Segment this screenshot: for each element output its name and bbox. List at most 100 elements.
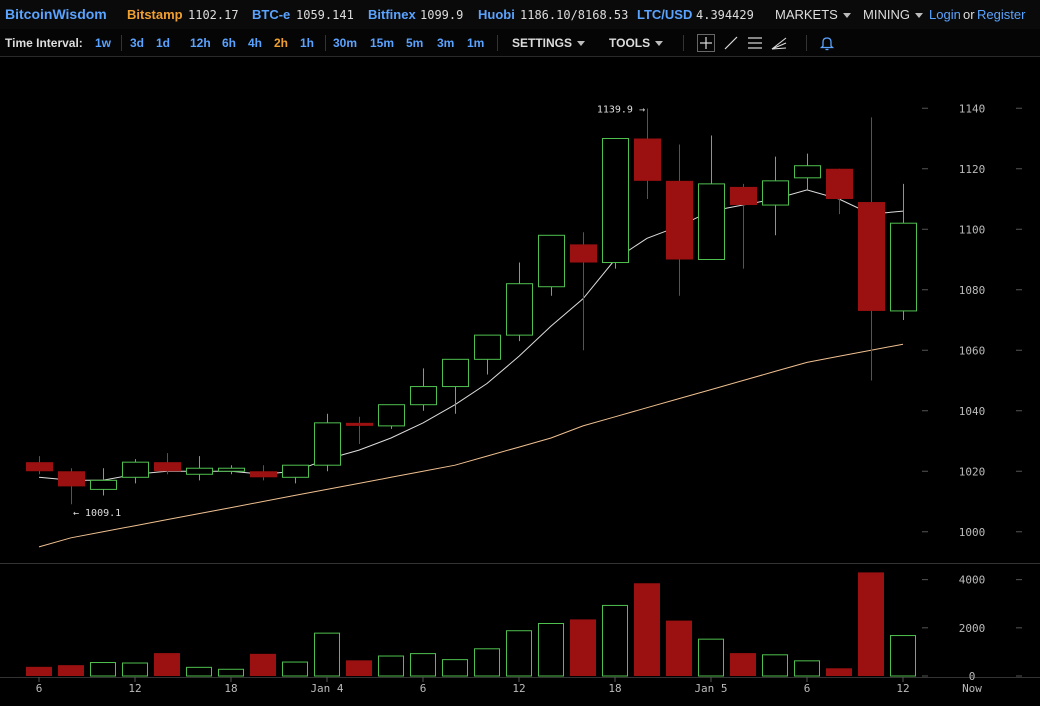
interval-4h[interactable]: 4h — [248, 36, 263, 50]
volume-bar — [570, 619, 596, 676]
register-link[interactable]: Register — [977, 7, 1026, 22]
interval-1h[interactable]: 1h — [300, 36, 315, 50]
ticker-btce-value: 1059.141 — [296, 8, 354, 22]
interval-6h[interactable]: 6h — [222, 36, 237, 50]
volume-bar — [890, 635, 916, 677]
candle-body — [122, 461, 149, 478]
low-price-annotation: ← 1009.1 — [73, 508, 121, 519]
login-link[interactable]: Login — [929, 7, 961, 22]
candle-body — [538, 234, 565, 288]
candle-body — [250, 471, 277, 478]
candle-body — [570, 244, 597, 263]
toolbar-divider — [325, 35, 326, 51]
candle-body — [794, 165, 821, 179]
candle-body — [634, 138, 661, 181]
horizontal-lines-icon[interactable] — [746, 34, 764, 52]
candle-body — [858, 202, 885, 311]
candle-body — [314, 422, 341, 466]
interval-12h[interactable]: 12h — [190, 36, 211, 50]
volume-bar — [858, 572, 884, 676]
candle-body — [506, 283, 533, 336]
mining-label: MINING — [863, 7, 910, 22]
volume-bar — [634, 583, 660, 676]
chevron-down-icon — [842, 13, 851, 19]
ticker-bitfinex-name[interactable]: Bitfinex — [368, 7, 416, 22]
interval-1d[interactable]: 1d — [156, 36, 171, 50]
ticker-huobi-name[interactable]: Huobi — [478, 7, 515, 22]
chevron-down-icon — [914, 13, 923, 19]
price-tick-label: 1140 — [959, 102, 986, 115]
volume-bar — [218, 668, 244, 677]
toolbar-divider — [683, 35, 684, 51]
trendline-icon[interactable] — [722, 34, 740, 52]
candlesticks — [26, 108, 917, 505]
candle-body — [218, 467, 245, 472]
volume-bar — [122, 662, 148, 677]
ticker-ltcusd-name[interactable]: LTC/USD — [637, 7, 693, 22]
volume-bar — [698, 638, 724, 677]
volume-tick-label: 4000 — [959, 574, 986, 587]
price-tick-label: 1000 — [959, 526, 986, 539]
interval-5m[interactable]: 5m — [406, 36, 424, 50]
time-tick-label: 12 — [512, 682, 525, 695]
interval-1m[interactable]: 1m — [467, 36, 485, 50]
bell-icon[interactable] — [818, 34, 836, 52]
volume-bars — [26, 572, 916, 677]
interval-3d[interactable]: 3d — [130, 36, 145, 50]
toolbar-divider — [121, 35, 122, 51]
crosshair-icon[interactable] — [697, 34, 715, 52]
candle-body — [474, 334, 501, 360]
interval-1w[interactable]: 1w — [95, 36, 112, 50]
high-price-annotation: 1139.9 → — [597, 105, 645, 116]
time-tick-label: 18 — [608, 682, 621, 695]
ticker-bitstamp-name[interactable]: Bitstamp — [127, 7, 183, 22]
price-tick-label: 1040 — [959, 405, 986, 418]
price-chart[interactable]: 1000 1020 1040 1060 1080 1100 1120 1140 0 2000 400… — [0, 58, 1040, 706]
interval-15m[interactable]: 15m — [370, 36, 395, 50]
price-tick-label: 1120 — [959, 163, 986, 176]
volume-bar — [762, 654, 788, 677]
price-tick-label: 1080 — [959, 284, 986, 297]
interval-2h[interactable]: 2h — [274, 36, 289, 50]
mining-menu[interactable]: MINING — [863, 7, 923, 22]
volume-bar — [154, 653, 180, 676]
candle-body — [154, 462, 181, 472]
volume-bar — [90, 662, 116, 677]
price-tick-label: 1020 — [959, 465, 986, 478]
short-moving-average-line — [38, 189, 904, 481]
volume-bar — [26, 666, 52, 676]
candle-body — [442, 358, 469, 388]
volume-tick-label: 0 — [969, 670, 976, 683]
settings-label: SETTINGS — [512, 36, 573, 50]
tools-menu[interactable]: TOOLS — [609, 36, 664, 50]
time-tick-label: 6 — [420, 682, 427, 695]
candle-body — [698, 183, 725, 260]
volume-bar — [666, 620, 692, 676]
time-tick-label: Now — [962, 682, 982, 695]
volume-bar — [826, 668, 852, 676]
ticker-huobi-value: 1186.10/8168.53 — [520, 8, 629, 22]
candle-body — [26, 462, 53, 472]
toolbar-divider — [806, 35, 807, 51]
volume-bar — [506, 630, 532, 677]
volume-bar — [602, 604, 628, 677]
interval-3m[interactable]: 3m — [437, 36, 455, 50]
brand-logo[interactable]: BitcoinWisdom — [5, 6, 107, 22]
candle-body — [58, 471, 85, 487]
fan-icon[interactable] — [770, 34, 788, 52]
candle-body — [730, 186, 757, 206]
ticker-btce-name[interactable]: BTC-e — [252, 7, 291, 22]
interval-30m[interactable]: 30m — [333, 36, 358, 50]
chevron-down-icon — [577, 41, 586, 47]
volume-bar — [538, 623, 564, 677]
candle-body — [826, 168, 853, 199]
chart-toolbar: Time Interval: 1w 3d 1d 12h 6h 4h 2h 1h … — [0, 29, 1040, 57]
candle-body — [410, 386, 437, 406]
settings-menu[interactable]: SETTINGS — [512, 36, 586, 50]
candle-body — [602, 138, 629, 264]
ticker-ltcusd-value: 4.394429 — [696, 8, 754, 22]
markets-menu[interactable]: MARKETS — [775, 7, 851, 22]
candle-body — [762, 180, 789, 206]
candle-body — [90, 479, 117, 490]
time-tick-label: 18 — [224, 682, 237, 695]
